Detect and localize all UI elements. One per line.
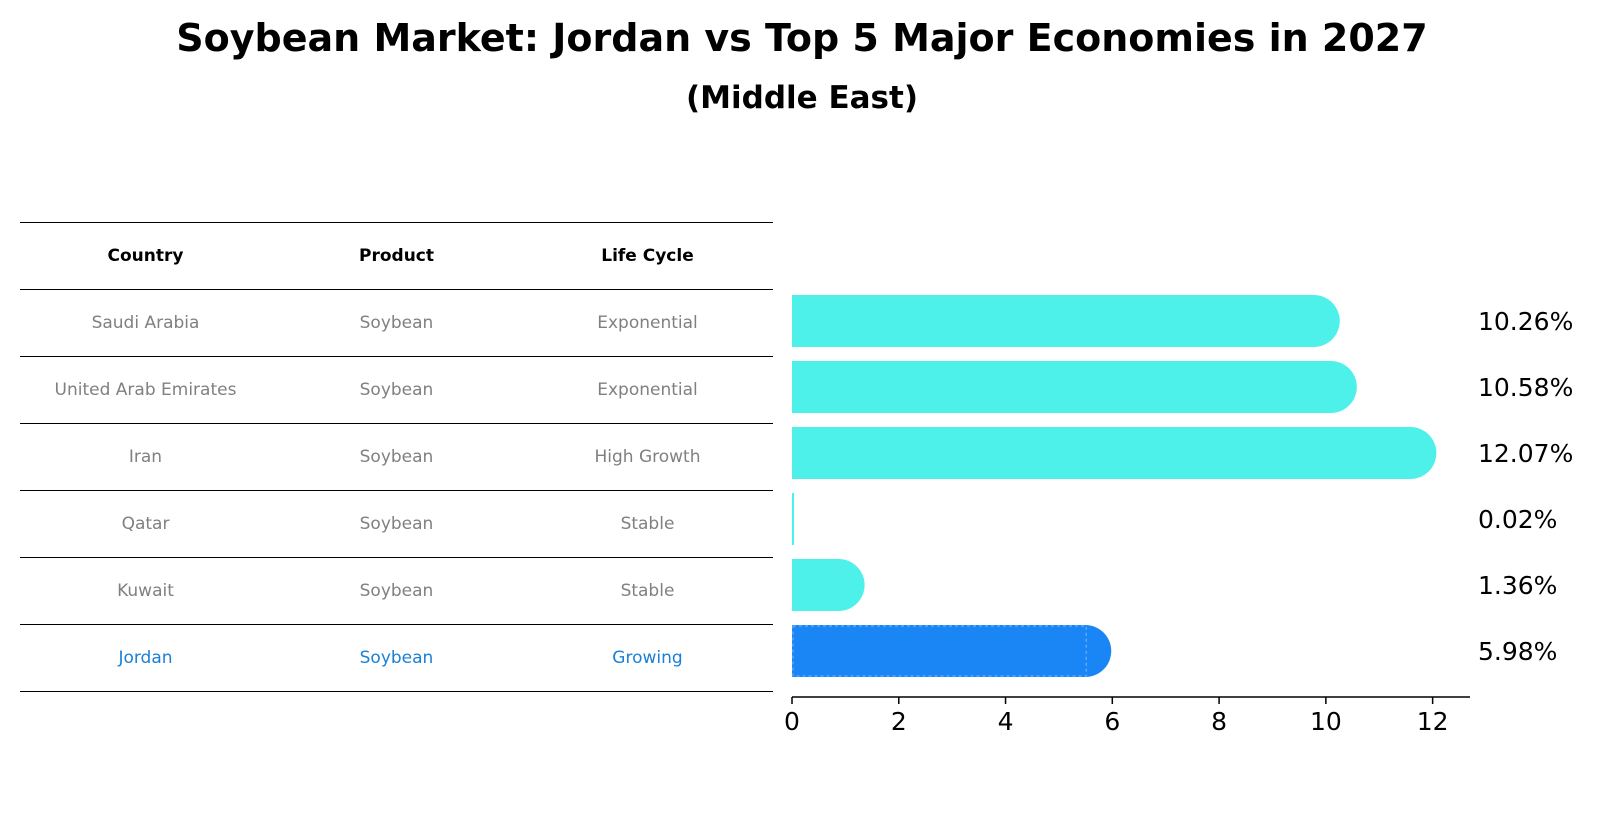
- cell-country: Qatar: [20, 490, 271, 558]
- table-row: Qatar Soybean Stable: [20, 490, 773, 558]
- header-life-cycle: Life Cycle: [522, 222, 773, 290]
- cell-country: Jordan: [20, 624, 271, 692]
- cell-life-cycle: Stable: [522, 490, 773, 558]
- bar-highlight-outline: [792, 625, 1087, 677]
- x-tick-label: 2: [891, 707, 907, 736]
- cell-product: Soybean: [271, 356, 522, 424]
- table-row: Kuwait Soybean Stable: [20, 557, 773, 625]
- table-row: Iran Soybean High Growth: [20, 423, 773, 491]
- x-tick-label: 8: [1211, 707, 1227, 736]
- table-header-row: Country Product Life Cycle: [20, 222, 773, 290]
- bar-value-label: 10.26%: [1478, 307, 1573, 336]
- cell-country: United Arab Emirates: [20, 356, 271, 424]
- bar: [792, 427, 1437, 479]
- x-tick-label: 0: [784, 707, 800, 736]
- bar-value-label: 0.02%: [1478, 505, 1557, 534]
- bar: [792, 361, 1357, 413]
- cell-life-cycle: Stable: [522, 557, 773, 625]
- bar-value-label: 12.07%: [1478, 439, 1573, 468]
- market-table: Country Product Life Cycle Saudi Arabia …: [20, 222, 773, 692]
- table-row: United Arab Emirates Soybean Exponential: [20, 356, 773, 424]
- x-tick-label: 12: [1417, 707, 1449, 736]
- x-tick-label: 10: [1310, 707, 1342, 736]
- cell-product: Soybean: [271, 289, 522, 357]
- table-row: Saudi Arabia Soybean Exponential: [20, 289, 773, 357]
- cell-product: Soybean: [271, 557, 522, 625]
- cell-country: Iran: [20, 423, 271, 491]
- table-row-highlight: Jordan Soybean Growing: [20, 624, 773, 692]
- bar-value-label: 10.58%: [1478, 373, 1573, 402]
- bar: [792, 295, 1340, 347]
- cell-product: Soybean: [271, 423, 522, 491]
- bar-value-label: 5.98%: [1478, 637, 1557, 666]
- header-product: Product: [271, 222, 522, 290]
- x-tick-label: 6: [1104, 707, 1120, 736]
- cell-life-cycle: High Growth: [522, 423, 773, 491]
- lifecycle-table: Country Product Life Cycle Saudi Arabia …: [20, 222, 773, 692]
- header-country: Country: [20, 222, 271, 290]
- cell-life-cycle: Exponential: [522, 356, 773, 424]
- x-tick-label: 4: [998, 707, 1014, 736]
- bar: [792, 625, 1112, 677]
- cell-product: Soybean: [271, 490, 522, 558]
- chart-subtitle: (Middle East): [685, 80, 918, 116]
- bar: [792, 559, 865, 611]
- cell-country: Saudi Arabia: [20, 289, 271, 357]
- bar: [792, 493, 794, 545]
- cell-life-cycle: Exponential: [522, 289, 773, 357]
- cell-country: Kuwait: [20, 557, 271, 625]
- cell-life-cycle: Growing: [522, 624, 773, 692]
- bar-value-label: 1.36%: [1478, 571, 1557, 600]
- chart-title: Soybean Market: Jordan vs Top 5 Major Ec…: [176, 16, 1428, 60]
- cell-product: Soybean: [271, 624, 522, 692]
